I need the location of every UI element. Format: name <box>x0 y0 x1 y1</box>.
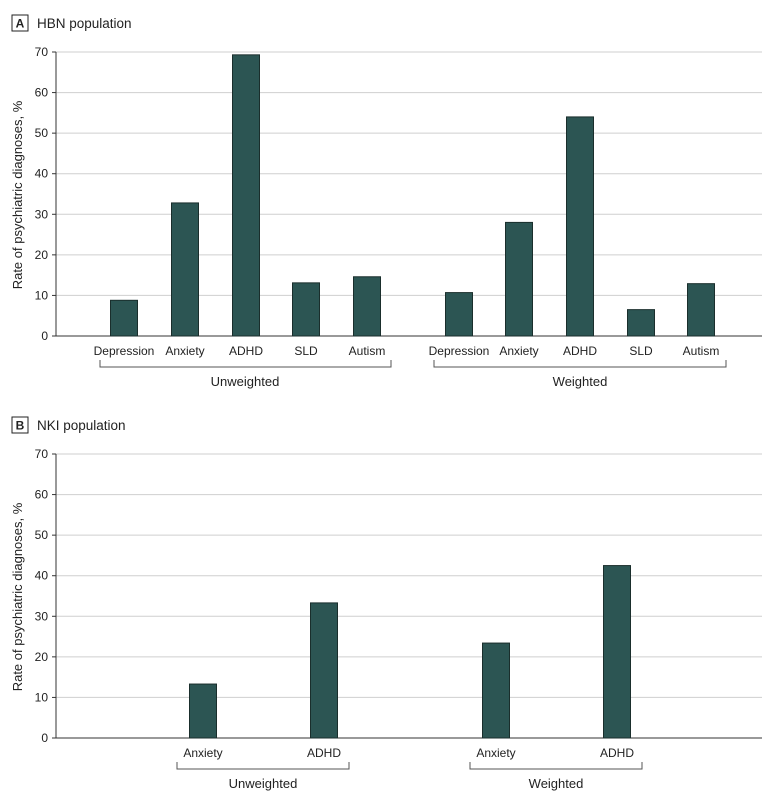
panel-a-category-label-weighted-sld: SLD <box>629 344 653 358</box>
panel-a-bars <box>110 54 715 337</box>
panel-a-bar-unweighted-depression <box>110 299 138 337</box>
panel-a-y-tick-label: 30 <box>35 207 49 221</box>
panel-a-unweighted-bracket <box>99 360 392 368</box>
panel-a-y-ticks: 0 10 20 30 40 50 60 70 <box>35 45 56 343</box>
panel-a-bar-weighted-depression <box>445 292 473 337</box>
panel-b-bar-unweighted-adhd <box>310 602 338 739</box>
panel-b-y-tick-label: 50 <box>35 528 49 542</box>
panel-b-letter-box <box>11 416 29 434</box>
panel-b-gridlines <box>56 453 762 698</box>
panel-a-category-label-unweighted-anxiety: Anxiety <box>165 344 204 358</box>
panel-a-category-label-weighted-anxiety: Anxiety <box>499 344 538 358</box>
panel-a-title: HBN population <box>37 16 132 31</box>
panel-a-y-tick-label: 20 <box>35 248 49 262</box>
panel-b-letter: B <box>16 419 25 433</box>
panel-b-category-label-weighted-anxiety: Anxiety <box>476 746 515 760</box>
panel-a-gridlines <box>56 51 762 296</box>
panel-a-bar-unweighted-autism <box>353 276 381 337</box>
panel-b-category-label-weighted-adhd: ADHD <box>600 746 634 760</box>
panel-a-y-tick-label: 60 <box>35 86 49 100</box>
panel-a-y-tick-label: 40 <box>35 167 49 181</box>
panel-a-category-label-weighted-depression: Depression <box>429 344 490 358</box>
panel-a-category-labels: Depression Anxiety ADHD SLD Autism Depression… <box>94 344 720 358</box>
panel-a-y-tick-label: 70 <box>35 45 49 59</box>
panel-b-unweighted-bracket <box>176 762 350 770</box>
panel-b-weighted-bracket <box>469 762 643 770</box>
panel-b-bar-weighted-adhd <box>603 565 631 739</box>
panel-b-y-axis-label: Rate of psychiatric diagnoses, % <box>10 502 25 691</box>
panel-a-letter-box <box>11 14 29 32</box>
panel-a-bar-unweighted-adhd <box>232 54 260 337</box>
panel-a-y-axis-label: Rate of psychiatric diagnoses, % <box>10 100 25 289</box>
panel-a-bar-weighted-sld <box>627 309 655 337</box>
panel-b-bar-weighted-anxiety <box>482 642 510 739</box>
panel-b-y-tick-label: 0 <box>41 731 48 745</box>
panel-a-category-label-weighted-adhd: ADHD <box>563 344 597 358</box>
panel-b-group-weighted: Weighted <box>529 776 584 791</box>
panel-b-y-tick-label: 70 <box>35 447 49 461</box>
panel-a-letter: A <box>16 17 25 31</box>
panel-b-bars <box>189 565 631 739</box>
panel-b-title: NKI population <box>37 418 126 433</box>
panel-b-y-tick-label: 40 <box>35 569 49 583</box>
panel-a-category-label-unweighted-adhd: ADHD <box>229 344 263 358</box>
panel-b-y-tick-label: 60 <box>35 488 49 502</box>
panel-b-category-label-unweighted-adhd: ADHD <box>307 746 341 760</box>
panel-b-category-labels: Anxiety ADHD Anxiety ADHD <box>183 746 634 760</box>
panel-a-y-tick-label: 10 <box>35 288 49 302</box>
panel-a-category-label-weighted-autism: Autism <box>683 344 720 358</box>
panel-b-y-ticks: 0 10 20 30 40 50 60 70 <box>35 447 56 745</box>
panel-b-y-tick-label: 10 <box>35 690 49 704</box>
panel-a-bar-weighted-anxiety <box>505 221 533 337</box>
panel-a-bar-weighted-autism <box>687 283 715 337</box>
panel-a-category-label-unweighted-depression: Depression <box>94 344 155 358</box>
panel-b-bar-unweighted-anxiety <box>189 683 217 739</box>
panel-b-y-tick-label: 30 <box>35 609 49 623</box>
panel-a-bar-unweighted-anxiety <box>171 202 199 337</box>
panel-b-nki: B NKI population Rate of psychiatric dia… <box>10 416 762 791</box>
panel-b-category-label-unweighted-anxiety: Anxiety <box>183 746 222 760</box>
panel-a-group-unweighted: Unweighted <box>211 374 280 389</box>
panel-a-y-tick-label: 0 <box>41 329 48 343</box>
panel-b-group-unweighted: Unweighted <box>229 776 298 791</box>
panel-a-group-weighted: Weighted <box>553 374 608 389</box>
panel-a-category-label-unweighted-sld: SLD <box>294 344 318 358</box>
panel-a-weighted-bracket <box>433 360 727 368</box>
panel-a-bar-weighted-adhd <box>566 116 594 337</box>
panel-a-hbn: A HBN population Rate of psychiatric dia… <box>10 14 762 389</box>
panel-a-category-label-unweighted-autism: Autism <box>349 344 386 358</box>
panel-b-y-tick-label: 20 <box>35 650 49 664</box>
panel-a-bar-unweighted-sld <box>292 282 320 337</box>
panel-a-y-tick-label: 50 <box>35 126 49 140</box>
